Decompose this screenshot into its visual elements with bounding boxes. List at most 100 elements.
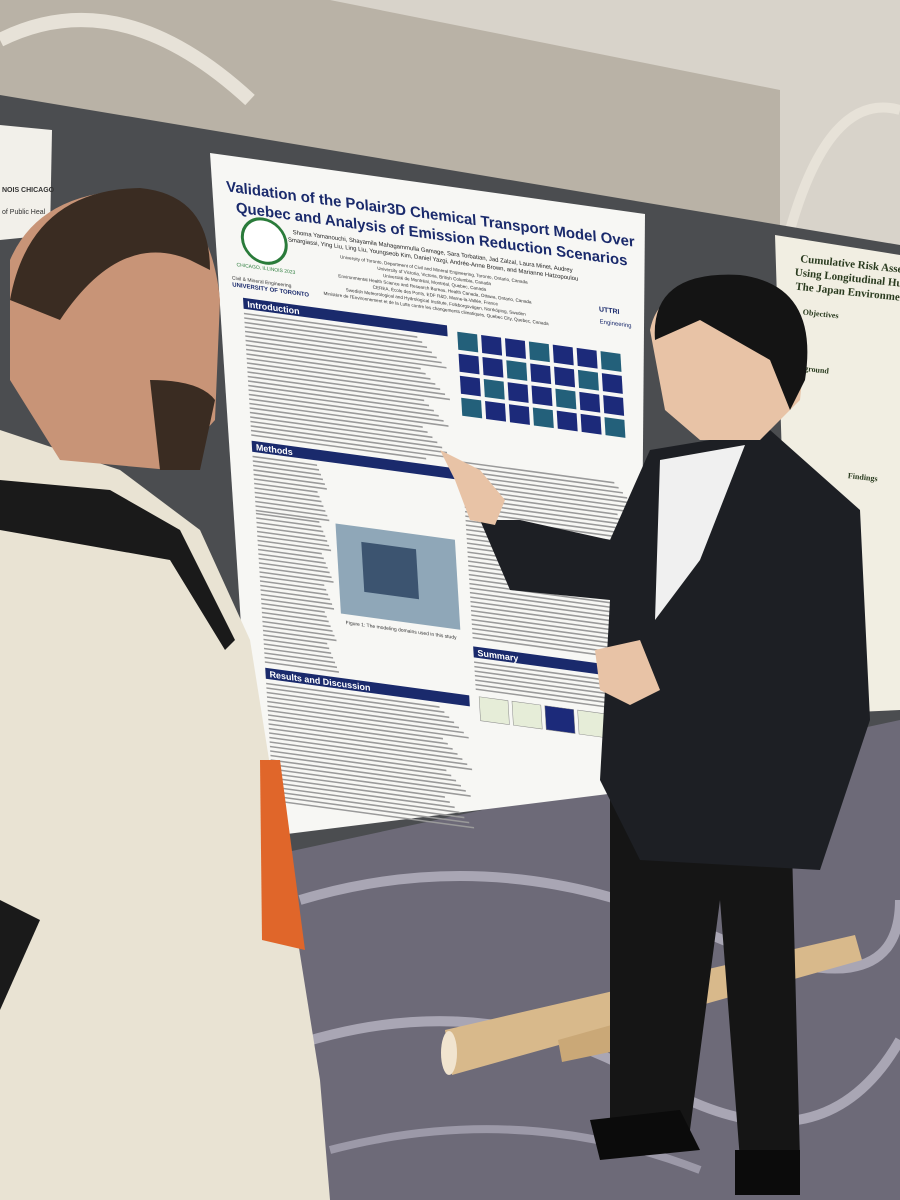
- text-line: [462, 474, 628, 499]
- map-thumbnail: [600, 351, 622, 372]
- text-line: [269, 736, 468, 766]
- text-line: [264, 647, 334, 659]
- text-line: [271, 768, 471, 797]
- text-line: [256, 521, 324, 533]
- text-line: [470, 609, 649, 636]
- text-line: [471, 618, 631, 642]
- side-poster-heading: Findings: [847, 471, 878, 483]
- text-line: [247, 366, 446, 396]
- text-line: [246, 353, 431, 380]
- text-line: [470, 600, 641, 626]
- text-line: [250, 429, 452, 459]
- text-line: [256, 526, 326, 538]
- text-line: [267, 709, 469, 739]
- map-thumbnail: [556, 410, 578, 432]
- text-line: [259, 566, 332, 579]
- scatter-thumbnail: [511, 700, 543, 730]
- map-thumbnail: [555, 388, 577, 410]
- text-line: [249, 407, 428, 433]
- map-thumbnail: [603, 395, 625, 416]
- text-line: [254, 487, 320, 498]
- left-sign-text: NOIS CHICAGO: [2, 187, 55, 194]
- backpack-strap: [0, 900, 40, 1010]
- map-thumbnail: [554, 366, 576, 388]
- text-line: [267, 705, 464, 734]
- text-line: [464, 506, 631, 531]
- text-line: [267, 700, 460, 729]
- text-line: [253, 473, 325, 485]
- text-line: [245, 335, 442, 364]
- text-line: [254, 496, 324, 508]
- text-line: [245, 344, 421, 370]
- text-line: [254, 482, 318, 493]
- text-line: [248, 389, 439, 417]
- map-thumbnail: [552, 344, 574, 366]
- text-line: [463, 479, 632, 504]
- map-thumbnail: [485, 400, 507, 422]
- text-line: [244, 317, 423, 343]
- text-line: [251, 434, 427, 460]
- text-line: [249, 411, 433, 439]
- hand: [440, 450, 505, 525]
- text-line: [243, 312, 418, 338]
- text-line: [255, 512, 320, 523]
- text-line: [250, 425, 448, 454]
- shoe: [590, 1110, 700, 1160]
- map-thumbnail: [483, 378, 505, 400]
- text-line: [257, 544, 322, 555]
- left-sign: [0, 125, 52, 240]
- body-text: [243, 312, 653, 829]
- text-line: [264, 652, 336, 664]
- lanyard: [655, 445, 745, 620]
- text-line: [270, 750, 452, 777]
- map-thumbnail: [531, 385, 553, 407]
- text-line: [263, 638, 330, 650]
- map-thumbnail: [530, 363, 552, 385]
- map-domain: [361, 541, 420, 600]
- text-line: [259, 575, 325, 587]
- text-line: [260, 584, 329, 596]
- section-bar: [243, 297, 448, 337]
- map-thumbnail: [458, 353, 480, 375]
- text-line: [267, 714, 443, 740]
- text-line: [469, 582, 624, 606]
- text-line: [475, 679, 644, 704]
- section-bar: [265, 667, 470, 707]
- text-line: [266, 691, 450, 719]
- logo-text: Engineering: [600, 319, 632, 329]
- text-line: [262, 620, 333, 632]
- text-line: [259, 580, 327, 591]
- text-line: [260, 593, 333, 605]
- text-line: [270, 759, 461, 787]
- text-line: [266, 687, 445, 713]
- text-line: [271, 772, 445, 798]
- map-thumbnail: [481, 334, 503, 356]
- text-line: [252, 460, 320, 471]
- text-line: [255, 500, 326, 512]
- text-line: [256, 530, 328, 542]
- text-line: [472, 627, 640, 653]
- text-line: [270, 754, 457, 782]
- text-line: [257, 535, 330, 547]
- text-line: [262, 629, 337, 642]
- text-line: [249, 398, 449, 427]
- map-thumbnail: [577, 369, 599, 391]
- text-line: [263, 634, 328, 645]
- society-logo: [240, 217, 288, 265]
- text-line: [469, 591, 632, 616]
- text-line: [266, 682, 440, 708]
- hair: [654, 274, 808, 410]
- text-line: [255, 509, 330, 522]
- text-line: [272, 795, 470, 824]
- section-bar: [251, 440, 457, 480]
- text-line: [253, 464, 322, 476]
- text-line: [268, 723, 453, 750]
- shirt: [0, 430, 330, 1200]
- text-line: [266, 696, 455, 724]
- map-thumbnail: [459, 375, 481, 397]
- map-thumbnail: [580, 413, 602, 435]
- text-line: [264, 656, 338, 669]
- text-line: [474, 674, 640, 699]
